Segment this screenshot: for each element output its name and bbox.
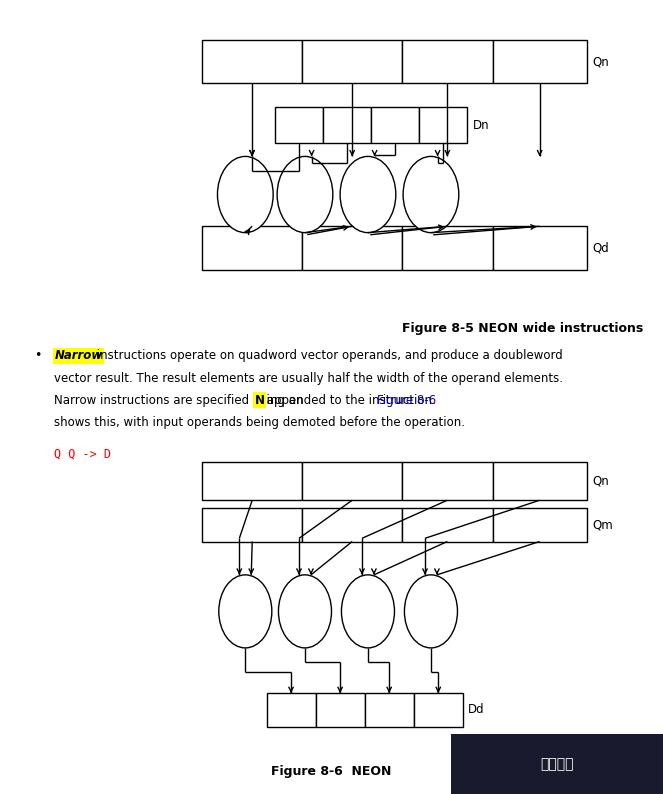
Text: Figure 8-6: Figure 8-6 (377, 394, 436, 407)
Bar (402, 40, 493, 83)
Bar (324, 107, 371, 143)
Bar (202, 508, 302, 542)
Bar (202, 226, 302, 270)
Bar (302, 226, 402, 270)
Text: Figure 8-5 NEON wide instructions: Figure 8-5 NEON wide instructions (402, 322, 643, 334)
Bar (493, 462, 587, 500)
Ellipse shape (217, 156, 273, 233)
Ellipse shape (404, 575, 457, 648)
Ellipse shape (341, 575, 394, 648)
Bar (202, 462, 302, 500)
Bar (414, 693, 463, 727)
Bar (365, 693, 414, 727)
Text: vector result. The result elements are usually half the width of the operand ele: vector result. The result elements are u… (54, 372, 564, 384)
Bar (419, 107, 467, 143)
Ellipse shape (219, 575, 272, 648)
Text: •: • (34, 349, 42, 362)
Bar (402, 508, 493, 542)
Bar (493, 508, 587, 542)
Ellipse shape (277, 156, 333, 233)
Bar (451, 734, 663, 794)
Ellipse shape (403, 156, 459, 233)
Text: Narrow: Narrow (54, 349, 103, 362)
Text: shows this, with input operands being demoted before the operation.: shows this, with input operands being de… (54, 416, 465, 429)
Text: appended to the instruction.: appended to the instruction. (263, 394, 439, 407)
Text: Q Q -> D: Q Q -> D (54, 447, 111, 461)
Ellipse shape (340, 156, 396, 233)
Bar (493, 40, 587, 83)
Bar (371, 107, 419, 143)
Text: Figure 8-6  NEON: Figure 8-6 NEON (271, 765, 392, 778)
Bar (302, 508, 402, 542)
Text: Qm: Qm (592, 518, 613, 531)
Text: Qd: Qd (592, 241, 609, 255)
Text: Narrow instructions are specified using an: Narrow instructions are specified using … (54, 394, 308, 407)
Text: Qn: Qn (592, 55, 609, 68)
Text: N: N (255, 394, 265, 407)
Bar (493, 226, 587, 270)
Bar (275, 107, 324, 143)
Text: instructions operate on quadword vector operands, and produce a doubleword: instructions operate on quadword vector … (93, 349, 563, 362)
Bar (402, 226, 493, 270)
Text: Dd: Dd (468, 703, 485, 716)
Text: Dn: Dn (473, 118, 489, 132)
Bar (302, 462, 402, 500)
Text: Qn: Qn (592, 475, 609, 488)
Bar (316, 693, 365, 727)
Ellipse shape (278, 575, 332, 648)
Bar (302, 40, 402, 83)
Bar (267, 693, 316, 727)
Text: 主机叔叔: 主机叔叔 (540, 757, 573, 771)
Bar (202, 40, 302, 83)
Bar (402, 462, 493, 500)
